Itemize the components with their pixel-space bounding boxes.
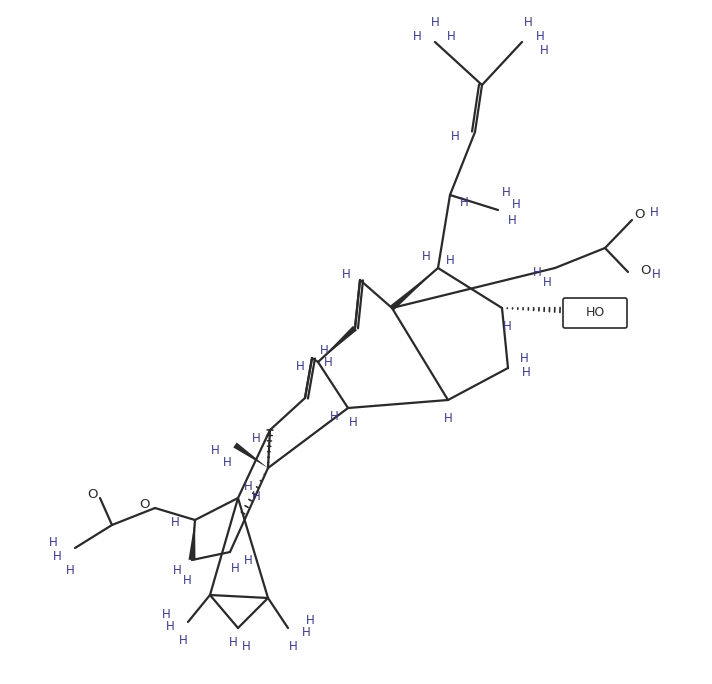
Text: O: O — [87, 488, 98, 501]
Text: H: H — [512, 198, 520, 211]
Text: H: H — [166, 620, 174, 633]
Text: H: H — [451, 131, 459, 144]
Text: H: H — [53, 549, 61, 562]
Text: H: H — [231, 562, 239, 575]
Text: H: H — [295, 360, 304, 373]
Text: H: H — [503, 319, 511, 332]
FancyBboxPatch shape — [563, 298, 627, 328]
Text: H: H — [413, 31, 422, 44]
Text: H: H — [320, 343, 328, 356]
Text: H: H — [251, 490, 261, 503]
Text: O: O — [634, 209, 644, 222]
Text: O: O — [640, 263, 651, 276]
Text: H: H — [251, 432, 261, 445]
Text: H: H — [523, 16, 533, 29]
Text: H: H — [162, 607, 170, 620]
Text: H: H — [48, 536, 58, 549]
Text: H: H — [179, 633, 187, 646]
Text: H: H — [349, 417, 357, 430]
Text: H: H — [288, 640, 298, 653]
Text: H: H — [508, 213, 516, 226]
Text: H: H — [446, 31, 456, 44]
Text: H: H — [324, 356, 333, 369]
Text: H: H — [342, 269, 350, 282]
Text: H: H — [535, 31, 545, 44]
Text: H: H — [244, 553, 252, 566]
Text: H: H — [229, 637, 237, 650]
Text: H: H — [66, 564, 74, 577]
Text: H: H — [305, 614, 315, 627]
Text: H: H — [431, 16, 439, 29]
Text: H: H — [522, 367, 530, 380]
Text: HO: HO — [585, 306, 604, 319]
Polygon shape — [318, 326, 357, 362]
Text: H: H — [211, 443, 219, 456]
Text: H: H — [446, 254, 454, 267]
Text: H: H — [460, 196, 468, 209]
Text: H: H — [422, 250, 430, 263]
Text: H: H — [520, 352, 528, 365]
Text: H: H — [171, 516, 179, 529]
Text: H: H — [330, 410, 338, 423]
Text: H: H — [244, 479, 252, 492]
Text: H: H — [172, 564, 182, 577]
Text: H: H — [651, 269, 660, 282]
Text: H: H — [543, 276, 551, 289]
Text: H: H — [444, 412, 452, 425]
Text: O: O — [140, 499, 150, 512]
Text: H: H — [502, 185, 511, 198]
Text: H: H — [241, 640, 251, 653]
Text: H: H — [182, 573, 192, 586]
Polygon shape — [390, 268, 438, 311]
Text: H: H — [302, 627, 310, 640]
Polygon shape — [234, 443, 268, 468]
Text: H: H — [533, 267, 541, 280]
Text: H: H — [540, 44, 548, 57]
Text: H: H — [649, 205, 659, 218]
Polygon shape — [189, 520, 196, 560]
Text: H: H — [223, 456, 231, 469]
